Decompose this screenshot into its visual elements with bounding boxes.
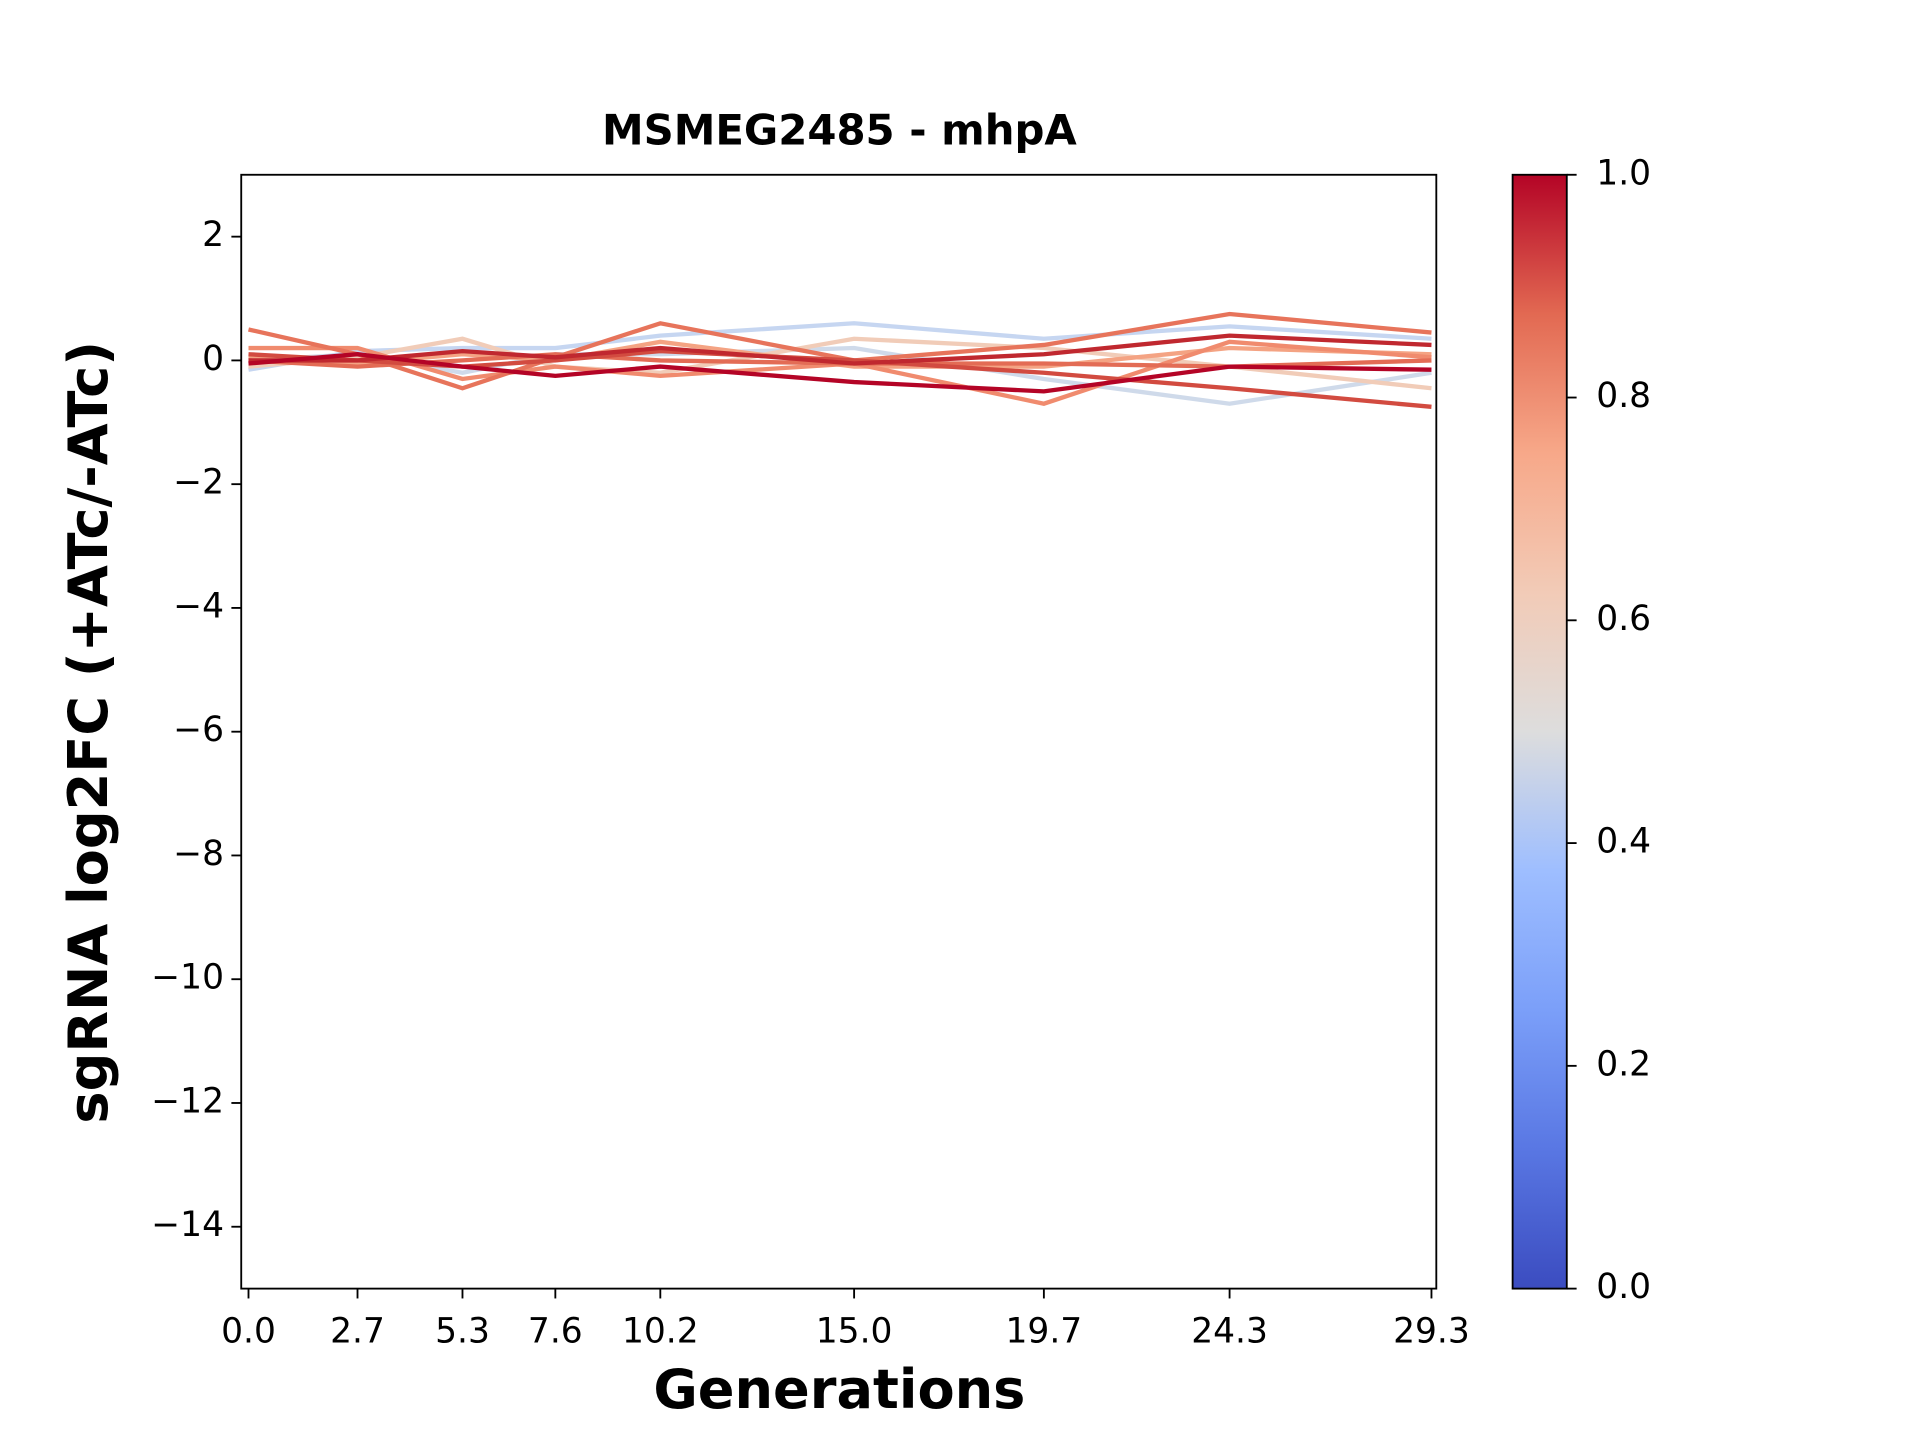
y-tick-label: −4 bbox=[173, 586, 224, 626]
x-tick-label: 2.7 bbox=[330, 1311, 385, 1351]
x-tick-label: 10.2 bbox=[622, 1311, 699, 1351]
x-tick-label: 7.6 bbox=[528, 1311, 583, 1351]
colorbar bbox=[1511, 173, 1568, 1290]
colorbar-tick-label: 1.0 bbox=[1596, 153, 1651, 193]
colorbar-tick-label: 0.2 bbox=[1596, 1044, 1651, 1084]
colorbar-tick-label: 0.8 bbox=[1596, 376, 1651, 416]
x-tick-label: 0.0 bbox=[221, 1311, 276, 1351]
y-tick-label: −8 bbox=[173, 834, 224, 874]
x-tick-label: 5.3 bbox=[435, 1311, 490, 1351]
y-tick-label: −12 bbox=[151, 1081, 224, 1121]
x-axis-label: Generations bbox=[653, 1358, 1025, 1421]
y-tick-label: 0 bbox=[202, 339, 224, 379]
y-tick-label: −10 bbox=[151, 958, 224, 998]
x-tick-label: 24.3 bbox=[1191, 1311, 1268, 1351]
colorbar-tick-label: 0.0 bbox=[1596, 1267, 1651, 1307]
y-axis-label: sgRNA log2FC (+ATc/-ATc) bbox=[57, 341, 120, 1124]
data-line bbox=[248, 352, 1432, 394]
y-tick-label: −2 bbox=[173, 463, 224, 503]
chart-title: MSMEG2485 - mhpA bbox=[602, 105, 1077, 154]
y-tick-label: −6 bbox=[173, 710, 224, 750]
x-tick-label: 19.7 bbox=[1006, 1311, 1083, 1351]
data-line bbox=[248, 348, 1432, 409]
colorbar-tick-label: 0.6 bbox=[1596, 599, 1651, 639]
y-tick-label: −14 bbox=[151, 1205, 224, 1245]
x-tick-label: 15.0 bbox=[816, 1311, 893, 1351]
x-tick-label: 29.3 bbox=[1393, 1311, 1470, 1351]
colorbar-tick-label: 0.4 bbox=[1596, 822, 1651, 862]
y-tick-label: 2 bbox=[202, 215, 224, 255]
